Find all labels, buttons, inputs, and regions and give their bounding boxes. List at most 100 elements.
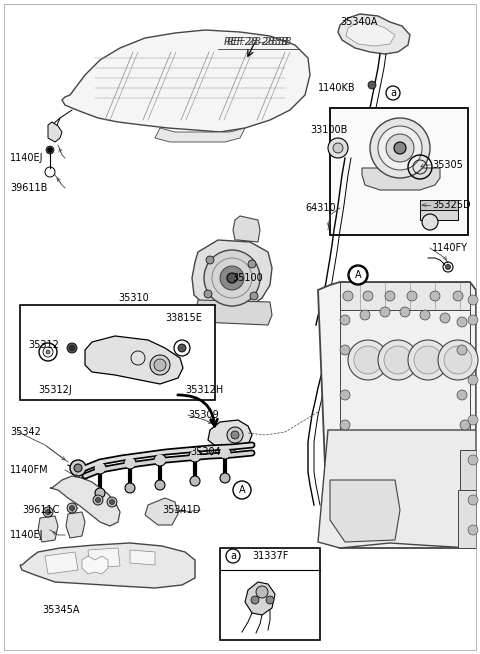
- Circle shape: [457, 390, 467, 400]
- Circle shape: [348, 340, 388, 380]
- Polygon shape: [420, 200, 458, 210]
- Circle shape: [154, 454, 166, 466]
- Text: REF.28-283B: REF.28-283B: [227, 37, 293, 47]
- Circle shape: [422, 214, 438, 230]
- Circle shape: [385, 291, 395, 301]
- Circle shape: [407, 291, 417, 301]
- Polygon shape: [20, 543, 195, 588]
- Circle shape: [155, 480, 165, 490]
- Circle shape: [219, 447, 231, 459]
- Polygon shape: [38, 516, 58, 542]
- Text: 35309: 35309: [188, 410, 219, 420]
- Circle shape: [457, 345, 467, 355]
- Circle shape: [349, 266, 367, 284]
- Circle shape: [150, 355, 170, 375]
- Circle shape: [468, 495, 478, 505]
- Circle shape: [190, 476, 200, 486]
- Circle shape: [154, 359, 166, 371]
- Polygon shape: [460, 450, 476, 490]
- Polygon shape: [458, 490, 476, 548]
- Circle shape: [445, 264, 451, 269]
- Circle shape: [94, 462, 106, 474]
- Polygon shape: [362, 168, 440, 190]
- Polygon shape: [192, 240, 272, 312]
- Text: 35304: 35304: [190, 447, 221, 457]
- Circle shape: [206, 256, 214, 264]
- Polygon shape: [45, 552, 78, 574]
- Circle shape: [384, 346, 412, 374]
- Circle shape: [378, 126, 422, 170]
- Circle shape: [380, 307, 390, 317]
- Circle shape: [46, 350, 50, 354]
- Text: 35341D: 35341D: [162, 505, 200, 515]
- Text: 35345A: 35345A: [42, 605, 80, 615]
- Text: A: A: [355, 270, 361, 280]
- Circle shape: [340, 345, 350, 355]
- Circle shape: [340, 420, 350, 430]
- Circle shape: [420, 310, 430, 320]
- Circle shape: [370, 118, 430, 178]
- Circle shape: [457, 317, 467, 327]
- Text: 64310: 64310: [305, 203, 336, 213]
- Circle shape: [70, 506, 74, 511]
- Circle shape: [340, 390, 350, 400]
- Circle shape: [266, 596, 274, 604]
- Circle shape: [125, 483, 135, 493]
- Text: 35325D: 35325D: [432, 200, 470, 210]
- Polygon shape: [318, 430, 476, 548]
- Polygon shape: [196, 300, 272, 325]
- Text: a: a: [390, 88, 396, 98]
- Text: 35312: 35312: [28, 340, 59, 350]
- Circle shape: [227, 273, 237, 283]
- Circle shape: [363, 291, 373, 301]
- Text: 1140EJ: 1140EJ: [10, 530, 44, 540]
- Polygon shape: [130, 550, 155, 565]
- Polygon shape: [420, 200, 458, 220]
- Circle shape: [220, 266, 244, 290]
- Circle shape: [204, 250, 260, 306]
- Circle shape: [124, 457, 136, 469]
- Text: 1140FY: 1140FY: [432, 243, 468, 253]
- Text: 1140FM: 1140FM: [10, 465, 48, 475]
- Circle shape: [460, 420, 470, 430]
- Circle shape: [468, 375, 478, 385]
- Text: 35310: 35310: [118, 293, 149, 303]
- Circle shape: [468, 455, 478, 465]
- Circle shape: [251, 596, 259, 604]
- Circle shape: [340, 315, 350, 325]
- Text: 1140EJ: 1140EJ: [10, 153, 44, 163]
- Polygon shape: [66, 512, 85, 538]
- Text: 35342: 35342: [10, 427, 41, 437]
- Text: 39611B: 39611B: [10, 183, 48, 193]
- Circle shape: [414, 346, 442, 374]
- Circle shape: [46, 146, 54, 154]
- Circle shape: [250, 292, 258, 300]
- Circle shape: [189, 450, 201, 462]
- Circle shape: [408, 340, 448, 380]
- Circle shape: [333, 143, 343, 153]
- Circle shape: [67, 343, 77, 353]
- Polygon shape: [340, 282, 470, 310]
- Circle shape: [468, 315, 478, 325]
- Text: 33100B: 33100B: [310, 125, 348, 135]
- Circle shape: [43, 507, 53, 517]
- Circle shape: [95, 488, 105, 498]
- Polygon shape: [346, 22, 395, 46]
- Polygon shape: [145, 498, 178, 525]
- Circle shape: [386, 134, 414, 162]
- Circle shape: [468, 415, 478, 425]
- Polygon shape: [338, 14, 410, 54]
- Polygon shape: [88, 548, 120, 568]
- Circle shape: [178, 344, 186, 352]
- Circle shape: [256, 586, 268, 598]
- Circle shape: [67, 503, 77, 513]
- Circle shape: [468, 295, 478, 305]
- Circle shape: [96, 498, 100, 502]
- Bar: [330, 108, 468, 235]
- Circle shape: [204, 290, 212, 298]
- Text: 31337F: 31337F: [252, 551, 288, 561]
- Circle shape: [453, 291, 463, 301]
- Circle shape: [227, 427, 243, 443]
- Circle shape: [107, 497, 117, 507]
- Text: A: A: [239, 485, 245, 495]
